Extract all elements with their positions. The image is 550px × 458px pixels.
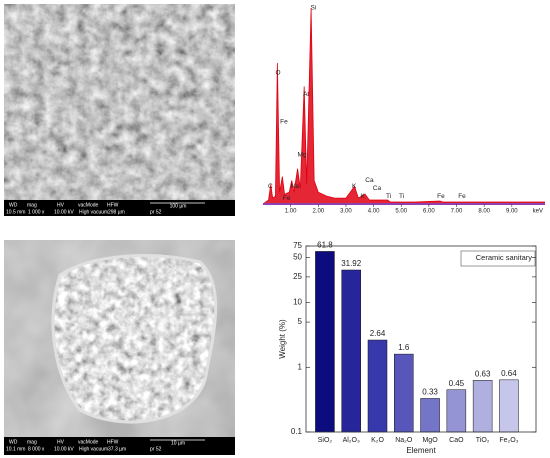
x-tick-label: CaO [449, 437, 464, 444]
peak-label: C [268, 183, 273, 190]
y-tick-label: 75 [293, 241, 302, 250]
scale-label: 100 µm [170, 203, 187, 209]
info-bar [4, 200, 235, 216]
x-tick-label: SiO₂ [318, 437, 333, 444]
y-axis-label: Weight (%) [278, 319, 287, 359]
x-tick-label: 5.00 [395, 209, 407, 215]
bar [420, 398, 440, 433]
info-label: HFW [107, 202, 119, 208]
info-text: WD mag HV vacMode HFW 100 µm 10.5 mm 1 000 x 10.… [6, 202, 205, 215]
x-tick-label: 8.00 [478, 209, 490, 215]
value-label: 61.8 [317, 241, 333, 250]
sem-image-1 [4, 4, 235, 216]
scale-label: 10 µm [171, 440, 185, 446]
x-tick-label: Fe₂O₃ [499, 437, 518, 444]
peak-label: Fe [283, 195, 291, 202]
x-tick-label: 9.00 [506, 209, 518, 215]
peak-label: K [360, 193, 365, 200]
y-tick-label: 5 [298, 317, 303, 326]
plot-frame [305, 245, 537, 433]
value-label: 0.63 [475, 369, 491, 378]
info-label: HV [57, 439, 65, 445]
info-bar [4, 437, 235, 455]
bar [367, 339, 388, 433]
info-value: 1 000 x [28, 209, 45, 215]
x-axis-label: keV [533, 209, 543, 215]
y-tick-label: 1 [298, 362, 303, 371]
peak-label: Na [291, 183, 300, 190]
info-label: mag [27, 202, 37, 208]
info-value: 298 µm [108, 209, 125, 215]
x-tick-label: 6.00 [423, 209, 435, 215]
info-text: WD mag HV vacMode HFW 10 µm 10.1 mm 8 000 x 10.0… [6, 439, 205, 452]
x-tick-label: MgO [422, 437, 438, 444]
y-tick-label: 25 [293, 272, 302, 281]
info-value: 10.5 mm [6, 209, 25, 215]
x-tick-label: 7.00 [451, 209, 463, 215]
x-tick-label: Na₂O [395, 437, 413, 444]
info-value: 8 000 x [28, 446, 45, 452]
info-value: 10.1 mm [6, 446, 25, 452]
x-tick-label: Al₂O₃ [343, 437, 360, 444]
info-label: mag [27, 439, 37, 445]
x-tick-label: K₂O [371, 437, 384, 444]
info-value: pr 52 [150, 446, 162, 452]
x-tick-label: 4.00 [368, 209, 380, 215]
info-label: vacMode [78, 439, 99, 445]
peak-label: Fe [280, 118, 288, 125]
value-label: 0.33 [422, 388, 438, 397]
value-label: 2.64 [370, 329, 386, 338]
bar [315, 251, 335, 433]
info-value: pr 52 [150, 209, 162, 215]
y-tick-label: 0.1 [291, 427, 303, 436]
value-label: 31.92 [341, 259, 362, 268]
peak-label: Mg [298, 152, 307, 159]
bar [394, 353, 414, 433]
peak-label: Si [311, 5, 317, 12]
info-label: vacMode [78, 202, 99, 208]
x-tick-label: 3.00 [340, 209, 352, 215]
peak-label: Fe [437, 193, 445, 200]
peak-label: K [352, 183, 357, 190]
info-value: 10.00 kV [54, 209, 74, 215]
info-value: High vacuum [79, 209, 108, 215]
x-tick-label: 1.00 [285, 209, 297, 215]
peak-label: Ca [365, 177, 374, 184]
y-tick-label: 10 [293, 298, 302, 307]
y-tick-label: 50 [293, 253, 302, 262]
spectrum-line [262, 7, 545, 205]
peak-label: Ti [386, 193, 391, 200]
info-value: 10.00 kV [54, 446, 74, 452]
peak-label: Ca [373, 185, 382, 192]
spectrum-fill [263, 8, 545, 204]
peak-label: O [275, 69, 280, 76]
peak-label: Al [303, 91, 309, 98]
bar [446, 389, 467, 433]
particle [52, 255, 216, 423]
sem-image-2 [4, 240, 235, 455]
info-label: WD [9, 202, 18, 208]
legend-text: Ceramic sanitary [476, 253, 533, 262]
info-label: HFW [107, 439, 119, 445]
x-tick-label: TiO₂ [476, 437, 490, 444]
info-value: 37.3 µm [108, 446, 126, 452]
bar [472, 380, 493, 433]
value-label: 0.64 [501, 369, 517, 378]
bar [499, 379, 519, 433]
particle-texture [52, 255, 216, 423]
value-label: 0.45 [449, 379, 465, 388]
peak-label: Ti [399, 193, 404, 200]
info-label: WD [9, 439, 18, 445]
legend-box [460, 250, 536, 267]
peak-label: Fe [458, 193, 466, 200]
value-label: 1.6 [398, 343, 410, 352]
sem-texture [4, 4, 235, 200]
x-axis-label: Element [406, 446, 436, 455]
info-label: HV [57, 202, 65, 208]
particle-rim [51, 254, 218, 424]
info-value: High vacuum [79, 446, 108, 452]
bar [341, 269, 361, 433]
x-tick-label: 2.00 [312, 209, 324, 215]
